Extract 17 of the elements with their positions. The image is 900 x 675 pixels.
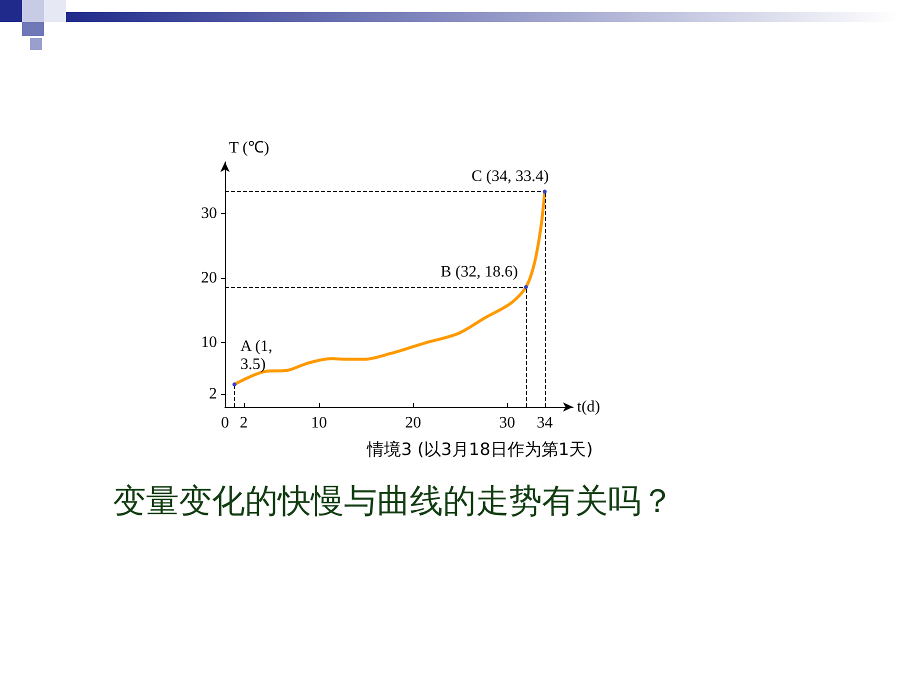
x-tick-label: 30: [499, 414, 516, 432]
annotation: C (34, 33.4): [471, 168, 549, 186]
y-tick-label: 20: [201, 270, 217, 287]
y-axis-title: T (℃): [229, 140, 270, 156]
x-tick-label: 34: [536, 414, 553, 432]
y-tick-label: 30: [201, 205, 217, 222]
x-tick-label: 0: [221, 414, 229, 432]
text: 情境3 (以3月18日作为第1天): [366, 439, 594, 461]
annotation: B (32, 18.6): [440, 264, 518, 281]
text: 变量变化的快慢与曲线的走势有关吗？: [113, 480, 675, 522]
x-axis-title: t(d): [577, 398, 600, 416]
x-tick-label: 2: [240, 414, 248, 432]
x-tick-label: 20: [405, 414, 422, 432]
y-tick-label: 2: [209, 386, 217, 403]
annotation: A (1, 3.5): [240, 338, 276, 373]
x-tick-label: 10: [311, 414, 328, 432]
y-tick-label: 10: [201, 334, 217, 352]
